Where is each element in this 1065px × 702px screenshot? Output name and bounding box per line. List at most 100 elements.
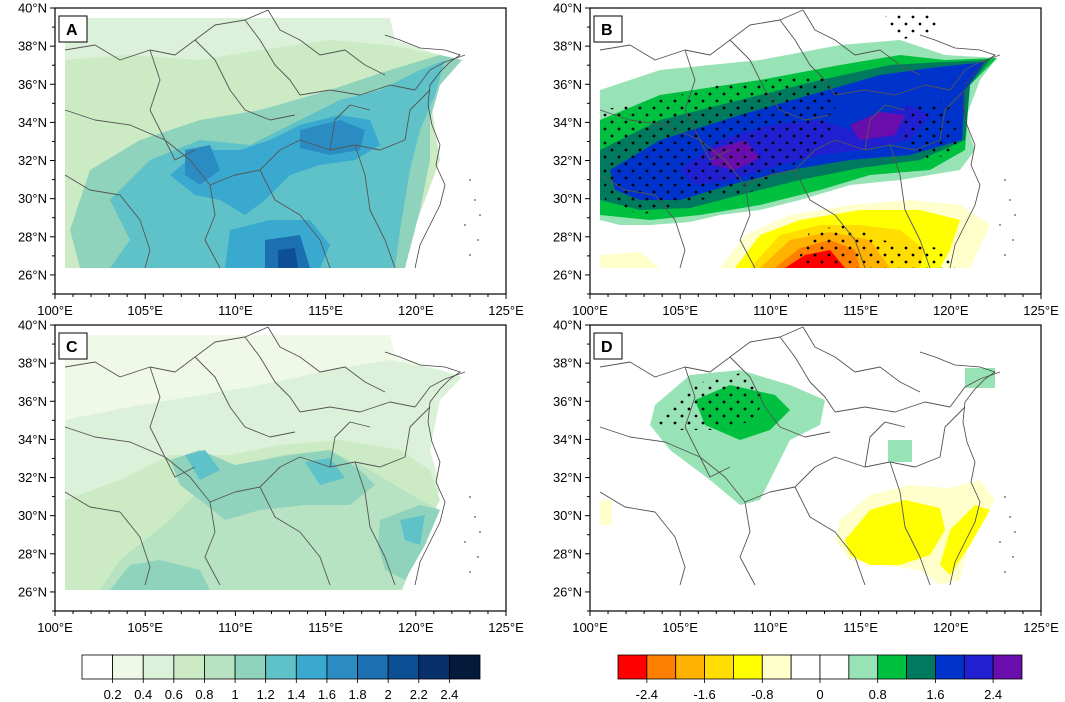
province-border [794, 486, 866, 586]
lat-tick-label: 28°N [18, 546, 47, 561]
island-speck [464, 224, 466, 226]
province-border [889, 144, 931, 269]
island-speck [479, 531, 481, 533]
province-border [599, 426, 701, 458]
panel-label-c: C [58, 332, 88, 360]
province-border [64, 326, 269, 378]
svg-text:A: A [66, 22, 78, 39]
island-speck [474, 516, 476, 518]
province-border [354, 144, 396, 269]
lon-tick-label: 115°E [308, 620, 343, 635]
colorbar-swatch [848, 654, 879, 680]
colorbar-label: 1.6 [318, 687, 336, 702]
lat-tick-label: 36°N [553, 394, 582, 409]
colorbar-swatch [877, 654, 907, 680]
province-border [599, 491, 686, 586]
colorbar-label: 1 [231, 687, 238, 702]
province-border [299, 401, 416, 413]
island-speck [1014, 531, 1016, 533]
province-border [779, 336, 836, 413]
province-border [739, 184, 756, 269]
province-border [599, 109, 701, 141]
province-border [599, 326, 804, 378]
lat-tick-label: 30°N [18, 191, 47, 206]
colorbar-swatch [935, 654, 965, 680]
lat-tick-label: 34°N [18, 432, 47, 447]
island-speck [479, 214, 481, 216]
panel-d-frame [589, 324, 1042, 612]
island-speck [469, 254, 471, 256]
lat-tick-label: 36°N [18, 77, 47, 92]
lat-tick-label: 32°N [18, 470, 47, 485]
province-border [299, 84, 416, 96]
border-group-d [599, 326, 1016, 586]
lon-tick-label: 125°E [1023, 620, 1059, 635]
lat-tick-label: 30°N [18, 508, 47, 523]
island-speck [477, 239, 479, 241]
province-border [404, 89, 431, 141]
island-speck [464, 541, 466, 543]
colorbar-label: 0.2 [104, 687, 122, 702]
province-border [939, 89, 966, 141]
lat-tick-label: 34°N [18, 115, 47, 130]
panel-b-frame [589, 7, 1042, 295]
island-speck [1009, 199, 1011, 201]
province-border [864, 104, 906, 151]
lat-tick-label: 40°N [18, 1, 47, 16]
panel-a-frame [54, 7, 507, 295]
province-border [739, 501, 756, 586]
lat-tick-label: 38°N [18, 39, 47, 54]
island-speck [1004, 496, 1006, 498]
island-speck [1009, 516, 1011, 518]
lon-tick-label: 110°E [218, 620, 253, 635]
colorbar-label: 1.2 [257, 687, 275, 702]
lat-tick-label: 34°N [553, 432, 582, 447]
lat-tick-label: 40°N [553, 318, 582, 333]
province-border [354, 461, 396, 586]
province-border [64, 9, 269, 61]
province-border [684, 366, 731, 478]
lon-tick-label: 115°E [308, 303, 343, 318]
province-border [64, 426, 166, 458]
province-border [149, 49, 196, 161]
lat-tick-label: 40°N [553, 1, 582, 16]
colorbar-label: 0.8 [869, 687, 887, 702]
lat-tick-label: 38°N [18, 356, 47, 371]
border-group-a [64, 9, 481, 269]
lat-tick-label: 28°N [553, 229, 582, 244]
colorbar-label: -1.6 [693, 687, 715, 702]
coastline [384, 34, 461, 269]
svg-text:B: B [601, 22, 613, 39]
province-border [802, 326, 921, 393]
lat-tick-label: 38°N [553, 39, 582, 54]
lon-tick-label: 120°E [933, 620, 969, 635]
lon-tick-label: 105°E [127, 620, 163, 635]
lon-tick-label: 115°E [843, 620, 878, 635]
colorbar-swatch [173, 654, 205, 680]
province-border [259, 486, 331, 586]
province-border [794, 169, 866, 269]
panel-label-a: A [58, 15, 88, 43]
island-speck [1004, 179, 1006, 181]
lat-tick-label: 28°N [18, 229, 47, 244]
lon-tick-label: 100°E [572, 303, 608, 318]
colorbar-label: -0.8 [751, 687, 773, 702]
colorbar-label: 2.4 [984, 687, 1002, 702]
colorbar-label: -2.4 [636, 687, 658, 702]
panel-c-frame [54, 324, 507, 612]
lon-tick-label: 100°E [37, 303, 73, 318]
lon-tick-label: 120°E [398, 620, 434, 635]
lon-tick-label: 115°E [843, 303, 878, 318]
lon-tick-label: 110°E [753, 303, 788, 318]
province-border [729, 356, 831, 438]
colorbar-swatch [646, 654, 677, 680]
province-border [244, 336, 301, 413]
colorbar-swatch [992, 654, 1023, 680]
island-speck [469, 571, 471, 573]
province-border [149, 366, 196, 478]
colorbar-swatch [112, 654, 144, 680]
lat-tick-label: 32°N [553, 153, 582, 168]
colorbar-swatch [204, 654, 236, 680]
province-border [779, 19, 836, 96]
lon-tick-label: 100°E [572, 620, 608, 635]
